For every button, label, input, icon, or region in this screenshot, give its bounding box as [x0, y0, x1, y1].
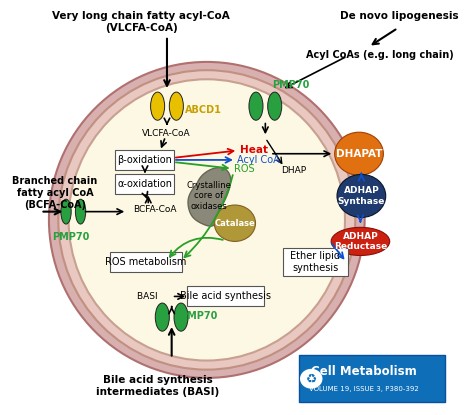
Text: Cell Metabolism: Cell Metabolism [311, 365, 417, 378]
Text: PMP70: PMP70 [273, 80, 310, 90]
Text: DHAPAT: DHAPAT [336, 149, 382, 159]
FancyBboxPatch shape [187, 286, 264, 306]
Ellipse shape [58, 70, 356, 370]
Ellipse shape [249, 92, 263, 120]
Text: Bile acid synthesis: Bile acid synthesis [180, 291, 271, 301]
Text: Acyl CoA: Acyl CoA [237, 155, 280, 165]
Ellipse shape [61, 199, 71, 224]
Text: VOLUME 19, ISSUE 3, P380-392: VOLUME 19, ISSUE 3, P380-392 [310, 386, 419, 392]
Text: ADHAP
Synthase: ADHAP Synthase [337, 186, 385, 205]
Text: Acyl CoAs (e.g. long chain): Acyl CoAs (e.g. long chain) [306, 50, 454, 60]
Ellipse shape [174, 303, 188, 331]
Text: ADHAP
Reductase: ADHAP Reductase [334, 232, 387, 251]
Text: VLCFA-CoA: VLCFA-CoA [142, 129, 191, 137]
Circle shape [337, 174, 386, 217]
FancyBboxPatch shape [283, 248, 348, 276]
FancyBboxPatch shape [116, 150, 174, 170]
Text: ROS: ROS [234, 164, 255, 174]
Ellipse shape [69, 79, 345, 361]
Text: ROS metabolism: ROS metabolism [105, 257, 187, 267]
Text: β-oxidation: β-oxidation [118, 155, 173, 165]
Ellipse shape [169, 92, 183, 120]
Text: DHAP: DHAP [281, 166, 306, 175]
Text: Branched chain
fatty acyl CoA
(BCFA-CoA): Branched chain fatty acyl CoA (BCFA-CoA) [12, 176, 98, 210]
Text: PMP70: PMP70 [52, 232, 90, 242]
Text: ABCD1: ABCD1 [185, 105, 222, 115]
Text: Heat: Heat [239, 144, 268, 155]
Ellipse shape [49, 62, 365, 378]
FancyBboxPatch shape [110, 252, 182, 272]
FancyBboxPatch shape [116, 174, 174, 194]
Ellipse shape [268, 92, 282, 120]
Text: Bile acid synthesis
intermediates (BASI): Bile acid synthesis intermediates (BASI) [96, 375, 219, 397]
Text: PMP70: PMP70 [180, 311, 218, 321]
Ellipse shape [75, 199, 86, 224]
Polygon shape [188, 168, 231, 226]
Text: Crystalline
core of
oxidases: Crystalline core of oxidases [186, 181, 231, 211]
Ellipse shape [151, 92, 164, 120]
Ellipse shape [155, 303, 169, 331]
Text: Catalase: Catalase [215, 219, 255, 228]
Circle shape [300, 369, 322, 389]
Text: BASI: BASI [137, 292, 164, 301]
Text: Ether lipid
synthesis: Ether lipid synthesis [291, 251, 340, 273]
Text: ♻: ♻ [306, 372, 317, 385]
Circle shape [335, 132, 383, 175]
FancyBboxPatch shape [299, 355, 445, 402]
Text: BCFA-CoA: BCFA-CoA [134, 205, 177, 214]
Text: α-oxidation: α-oxidation [118, 179, 173, 189]
Circle shape [214, 205, 255, 242]
Text: De novo lipogenesis: De novo lipogenesis [339, 11, 458, 21]
Ellipse shape [331, 227, 390, 256]
Text: Very long chain fatty acyl-CoA
(VLCFA-CoA): Very long chain fatty acyl-CoA (VLCFA-Co… [52, 11, 230, 33]
